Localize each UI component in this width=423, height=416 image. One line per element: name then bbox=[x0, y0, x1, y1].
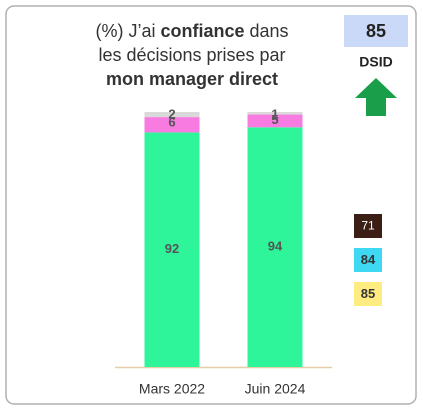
score-label: DSID bbox=[359, 54, 392, 70]
bar-segment bbox=[144, 112, 200, 118]
data-label: 94 bbox=[268, 239, 283, 254]
x-tick-label: Mars 2022 bbox=[139, 381, 205, 397]
data-label: 2 bbox=[168, 106, 175, 121]
title-part: les décisions prises par bbox=[98, 45, 285, 65]
score-value: 85 bbox=[366, 21, 386, 41]
data-label: 1 bbox=[271, 106, 278, 121]
bar-segment bbox=[144, 117, 200, 133]
benchmark-value: 84 bbox=[361, 252, 376, 267]
bar-segment bbox=[247, 127, 303, 367]
data-label: 5 bbox=[271, 112, 278, 127]
benchmark-box bbox=[354, 214, 382, 238]
data-label: 92 bbox=[165, 241, 179, 256]
bar-segment bbox=[247, 112, 303, 115]
benchmark-box bbox=[354, 282, 382, 306]
title-part: dans bbox=[245, 21, 289, 41]
x-tick-label: Juin 2024 bbox=[245, 381, 306, 397]
benchmark-value: 71 bbox=[361, 219, 375, 233]
chart-title: les décisions prises par bbox=[98, 45, 285, 65]
benchmark-box bbox=[354, 248, 382, 272]
title-part: confiance bbox=[160, 21, 244, 41]
chart-title: mon manager direct bbox=[106, 69, 278, 89]
bar-segment bbox=[144, 132, 200, 367]
frame bbox=[5, 5, 417, 405]
title-part: mon manager direct bbox=[106, 69, 278, 89]
benchmark-value: 85 bbox=[361, 286, 375, 301]
data-label: 6 bbox=[168, 115, 175, 130]
score-box bbox=[344, 15, 408, 47]
trend-arrow bbox=[355, 78, 397, 116]
chart-title: (%) J’ai confiance dans bbox=[95, 21, 288, 41]
title-part: (%) J’ai bbox=[95, 21, 160, 41]
bar-segment bbox=[247, 114, 303, 128]
